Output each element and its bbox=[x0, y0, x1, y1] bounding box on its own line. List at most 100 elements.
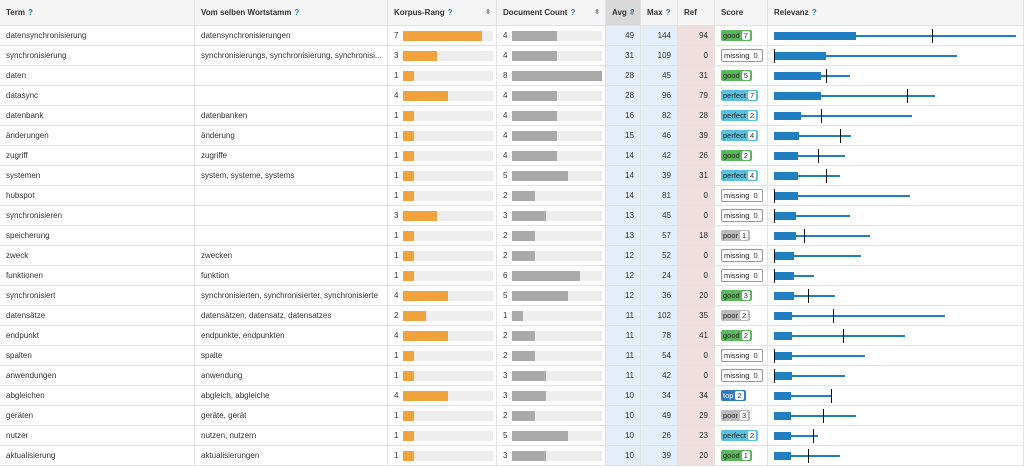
ref-tick bbox=[842, 329, 844, 343]
docs-bar bbox=[512, 451, 546, 461]
ref-cell: 39 bbox=[678, 126, 715, 146]
help-icon[interactable]: ? bbox=[447, 8, 453, 17]
docs-cell: 2 bbox=[497, 246, 606, 266]
ref-cell: 31 bbox=[678, 66, 715, 86]
bar-track bbox=[403, 151, 493, 161]
column-header[interactable]: Avg? ▲ bbox=[606, 0, 641, 26]
score-number: 3 bbox=[741, 291, 750, 300]
max-cell: 46 bbox=[641, 126, 678, 146]
ref-cell: 18 bbox=[678, 226, 715, 246]
rank-cell: 1 bbox=[388, 186, 497, 206]
column-header[interactable]: Term? bbox=[0, 0, 195, 26]
avg-value: 10 bbox=[625, 411, 634, 420]
rank-value: 1 bbox=[394, 111, 399, 120]
score-number: 0 bbox=[751, 271, 760, 280]
avg-bar bbox=[774, 432, 791, 440]
column-header[interactable]: Score bbox=[715, 0, 768, 26]
stems-cell bbox=[195, 86, 388, 106]
help-icon[interactable]: ? bbox=[811, 8, 817, 17]
help-icon[interactable]: ? bbox=[570, 8, 576, 17]
rank-cell: 1 bbox=[388, 246, 497, 266]
avg-value: 49 bbox=[625, 31, 634, 40]
header-label: Term bbox=[6, 8, 25, 17]
relevance-cell bbox=[768, 206, 1024, 226]
term: spalten bbox=[6, 351, 32, 360]
max-cell: 42 bbox=[641, 146, 678, 166]
max-line bbox=[774, 435, 818, 437]
ref-value: 18 bbox=[699, 231, 708, 240]
ref-tick bbox=[774, 249, 775, 263]
score-label: good bbox=[723, 451, 740, 460]
score-label: missing bbox=[724, 351, 750, 360]
header-label: Score bbox=[721, 8, 744, 17]
ref-tick bbox=[804, 229, 806, 243]
max-line bbox=[774, 315, 946, 317]
docs-cell: 4 bbox=[497, 146, 606, 166]
avg-bar bbox=[774, 192, 798, 200]
column-header[interactable]: Document Count? ⬍ bbox=[497, 0, 606, 26]
score-cell: missing 0 bbox=[715, 366, 768, 386]
ref-tick bbox=[839, 129, 841, 143]
column-header[interactable]: Vom selben Wortstamm? bbox=[195, 0, 388, 26]
term: datasync bbox=[6, 91, 39, 100]
max-value: 54 bbox=[662, 351, 671, 360]
docs-cell: 2 bbox=[497, 186, 606, 206]
docs-bar bbox=[512, 91, 557, 101]
ref-tick bbox=[807, 449, 809, 463]
docs-bar bbox=[512, 131, 557, 141]
help-icon[interactable]: ? bbox=[27, 8, 33, 17]
term: datensätze bbox=[6, 311, 46, 320]
help-icon[interactable]: ? bbox=[665, 8, 671, 17]
docs-bar bbox=[512, 291, 569, 301]
term-cell: synchronisierung bbox=[0, 46, 195, 66]
score-badge: perfect 4 bbox=[721, 130, 759, 141]
docs-cell: 5 bbox=[497, 426, 606, 446]
score-cell: good 2 bbox=[715, 326, 768, 346]
column-header[interactable]: Ref bbox=[678, 0, 715, 26]
score-label: missing bbox=[724, 271, 750, 280]
avg-bar bbox=[774, 232, 796, 240]
score-number: 0 bbox=[751, 351, 760, 360]
rank-cell: 1 bbox=[388, 346, 497, 366]
term: anwendungen bbox=[6, 371, 57, 380]
docs-value: 6 bbox=[503, 271, 508, 280]
avg-bar bbox=[774, 372, 793, 380]
score-cell: good 3 bbox=[715, 286, 768, 306]
avg-cell: 13 bbox=[606, 206, 641, 226]
score-cell: missing 0 bbox=[715, 266, 768, 286]
score-label: perfect bbox=[723, 171, 746, 180]
docs-value: 8 bbox=[503, 71, 508, 80]
help-icon[interactable]: ? bbox=[294, 8, 300, 17]
max-value: 34 bbox=[662, 391, 671, 400]
help-icon[interactable]: ? bbox=[629, 8, 635, 17]
rank-value: 3 bbox=[394, 51, 399, 60]
bar-track bbox=[512, 331, 602, 341]
rank-cell: 1 bbox=[388, 146, 497, 166]
avg-value: 31 bbox=[625, 51, 634, 60]
max-cell: 34 bbox=[641, 386, 678, 406]
relevance-cell bbox=[768, 166, 1024, 186]
max-line bbox=[774, 195, 911, 197]
max-line bbox=[774, 215, 850, 217]
rank-value: 4 bbox=[394, 291, 399, 300]
term: funktionen bbox=[6, 271, 43, 280]
avg-bar bbox=[774, 252, 795, 260]
avg-cell: 12 bbox=[606, 246, 641, 266]
ref-value: 31 bbox=[699, 71, 708, 80]
avg-bar bbox=[774, 352, 793, 360]
ref-value: 29 bbox=[699, 411, 708, 420]
column-header[interactable]: Relevanz? bbox=[768, 0, 1024, 26]
column-header[interactable]: Korpus-Rang? ⬍ bbox=[388, 0, 497, 26]
avg-cell: 11 bbox=[606, 326, 641, 346]
rank-value: 1 bbox=[394, 171, 399, 180]
stems: änderung bbox=[201, 131, 235, 140]
bar-track bbox=[403, 191, 493, 201]
docs-value: 4 bbox=[503, 31, 508, 40]
term-cell: systemen bbox=[0, 166, 195, 186]
max-line bbox=[774, 95, 936, 97]
column-header[interactable]: Max? bbox=[641, 0, 678, 26]
rank-cell: 3 bbox=[388, 46, 497, 66]
max-value: 42 bbox=[662, 371, 671, 380]
term: aktualisierung bbox=[6, 451, 56, 460]
rank-bar bbox=[403, 431, 415, 441]
